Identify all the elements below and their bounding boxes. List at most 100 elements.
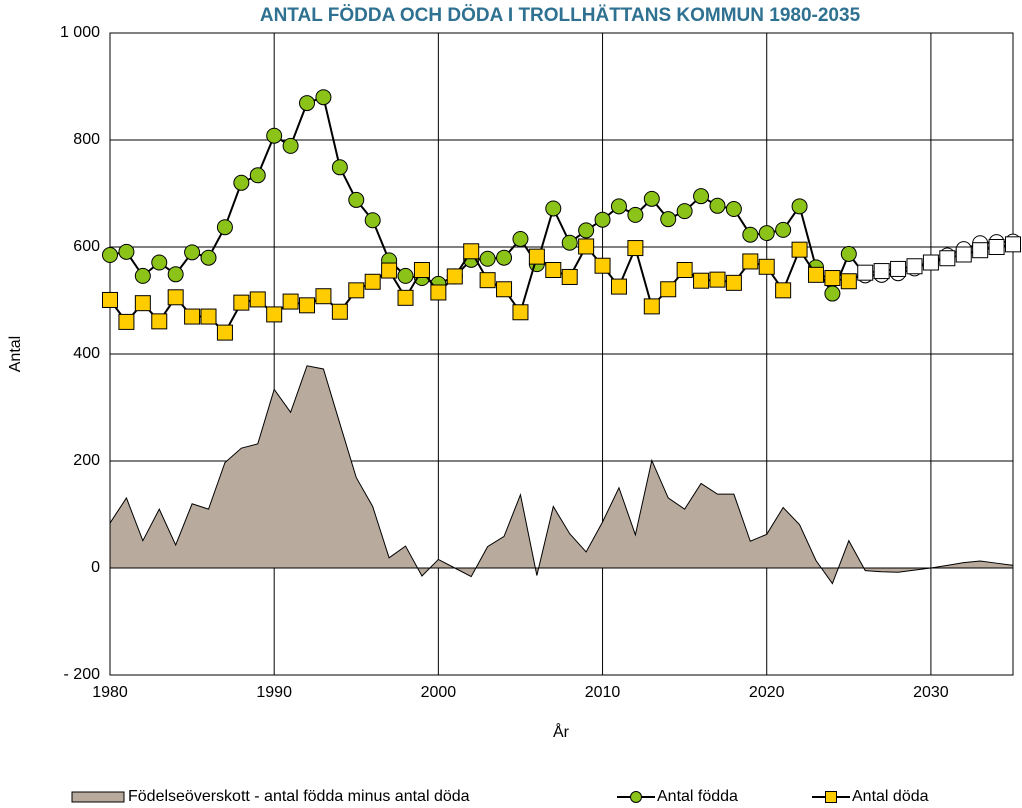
legend-marker xyxy=(825,791,837,803)
point xyxy=(118,313,135,330)
point xyxy=(512,230,529,247)
point xyxy=(512,304,529,321)
point xyxy=(463,243,480,260)
area xyxy=(109,365,1014,585)
point xyxy=(742,226,759,243)
point xyxy=(282,293,299,310)
point xyxy=(709,271,726,288)
x-tick-label: 2020 xyxy=(749,684,785,701)
y-tick-label: 600 xyxy=(73,238,100,255)
point xyxy=(545,200,562,217)
x-axis-label: År xyxy=(553,722,570,741)
point xyxy=(134,295,151,312)
point xyxy=(1005,236,1021,253)
point xyxy=(840,245,857,262)
point xyxy=(200,308,217,325)
point xyxy=(151,254,168,271)
point xyxy=(413,262,430,279)
point xyxy=(594,211,611,228)
point xyxy=(496,249,513,266)
point xyxy=(397,267,414,284)
point xyxy=(315,288,332,305)
point xyxy=(758,225,775,242)
point xyxy=(906,258,923,275)
point xyxy=(610,198,627,215)
legend-label: Födelseöverskott - antal födda minus ant… xyxy=(128,788,470,805)
point xyxy=(479,272,496,289)
y-tick-label: - 200 xyxy=(64,666,101,683)
point xyxy=(249,291,266,308)
point xyxy=(627,206,644,223)
point xyxy=(824,270,841,287)
y-tick-label: 800 xyxy=(73,131,100,148)
plot-area xyxy=(102,32,1021,676)
point xyxy=(627,240,644,257)
point xyxy=(496,281,513,298)
x-tick-label: 1990 xyxy=(256,684,292,701)
point xyxy=(857,264,874,281)
point xyxy=(610,278,627,295)
point xyxy=(594,257,611,274)
y-axis-label: Antal xyxy=(7,336,24,372)
point xyxy=(939,250,956,267)
x-tick-label: 2010 xyxy=(585,684,621,701)
point xyxy=(184,244,201,261)
point xyxy=(381,262,398,279)
point xyxy=(693,188,710,205)
point xyxy=(725,201,742,218)
point xyxy=(200,249,217,266)
point xyxy=(693,272,710,289)
y-tick-label: 1 000 xyxy=(60,24,100,41)
point xyxy=(807,266,824,283)
point xyxy=(479,250,496,267)
legend: Födelseöverskott - antal födda minus ant… xyxy=(71,788,929,805)
point xyxy=(791,198,808,215)
point xyxy=(791,241,808,258)
legend-swatch xyxy=(71,791,125,803)
point xyxy=(446,268,463,285)
point xyxy=(660,211,677,228)
point xyxy=(643,298,660,315)
point xyxy=(167,289,184,306)
point xyxy=(266,306,283,323)
point xyxy=(742,253,759,270)
point xyxy=(233,294,250,311)
point xyxy=(840,273,857,290)
point xyxy=(775,282,792,299)
legend-label: Antal födda xyxy=(657,788,738,805)
point xyxy=(922,254,939,271)
x-tick-label: 2030 xyxy=(913,684,949,701)
point xyxy=(955,246,972,263)
point xyxy=(315,89,332,106)
point xyxy=(660,281,677,298)
point xyxy=(561,268,578,285)
point xyxy=(348,282,365,299)
point xyxy=(824,285,841,302)
point xyxy=(299,297,316,314)
point xyxy=(758,258,775,275)
point xyxy=(561,234,578,251)
point xyxy=(545,262,562,279)
point xyxy=(643,190,660,207)
point xyxy=(216,219,233,236)
point xyxy=(676,203,693,220)
point xyxy=(972,242,989,259)
point xyxy=(676,262,693,279)
x-tick-label: 2000 xyxy=(421,684,457,701)
chart-title: ANTAL FÖDDA OCH DÖDA I TROLLHÄTTANS KOMM… xyxy=(260,5,861,26)
point xyxy=(299,95,316,112)
point xyxy=(430,284,447,301)
point xyxy=(118,243,135,260)
point xyxy=(102,291,118,308)
y-tick-label: 400 xyxy=(73,345,100,362)
point xyxy=(151,313,168,330)
point xyxy=(578,238,595,255)
point xyxy=(725,274,742,291)
point xyxy=(282,137,299,154)
y-tick-label: 0 xyxy=(91,559,100,576)
point xyxy=(890,260,907,277)
legend-label: Antal döda xyxy=(852,788,929,805)
legend-marker xyxy=(630,791,642,803)
